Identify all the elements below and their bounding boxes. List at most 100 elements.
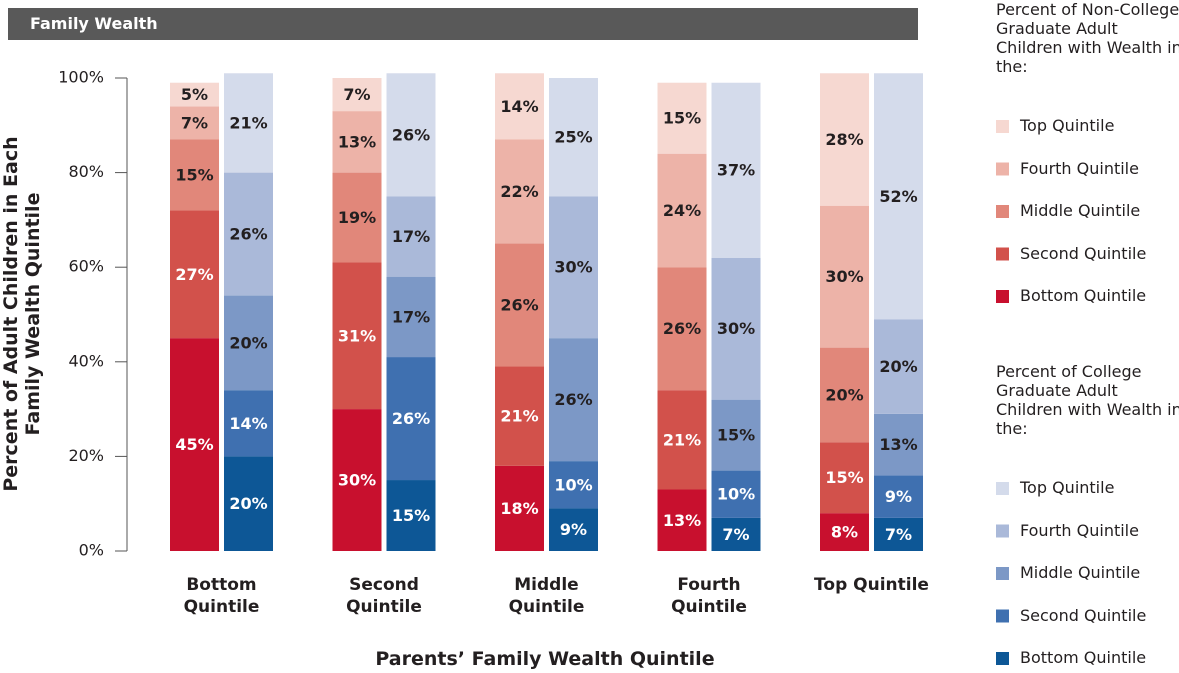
legend-label: Second Quintile [1020,605,1147,625]
value-label: 26% [500,296,538,315]
bar-segment [711,82,761,258]
title-bar [8,8,918,40]
value-label: 21% [663,430,701,449]
bar-segment [549,338,598,462]
bar-segment [711,470,761,518]
x-tick-label: Middle Quintile [508,575,585,617]
bar-segment [170,338,219,551]
bar-segment [170,210,219,339]
value-label: 30% [338,471,376,490]
legend-swatch [996,567,1009,580]
value-label: 10% [717,485,755,504]
legend-swatch [996,205,1009,218]
value-label: 30% [825,267,863,286]
bar-segment [657,489,707,551]
value-label: 25% [554,128,592,147]
legend-label: Fourth Quintile [1020,520,1139,540]
bar-segment [224,390,273,457]
value-label: 26% [229,225,267,244]
bar-segment [224,456,273,551]
value-label: 15% [825,468,863,487]
legend-swatch [996,609,1009,623]
value-label: 10% [554,475,592,494]
value-label: 13% [338,132,376,151]
bar-segment [495,366,544,466]
value-label: 30% [717,319,755,338]
bar-segment [224,295,273,391]
value-label: 15% [175,165,213,184]
value-label: 9% [885,487,912,506]
bar-segment [711,257,761,400]
legend-swatch [996,162,1009,176]
value-label: 26% [663,319,701,338]
x-tick-label: Bottom Quintile [183,575,260,617]
legend-label: Second Quintile [1020,243,1147,263]
y-tick-label: 60% [68,257,104,276]
bar-segment [386,357,436,481]
value-label: 21% [500,407,538,426]
value-label: 20% [879,357,917,376]
bar-segment [549,508,598,551]
chart-title: Family Wealth [30,14,158,33]
value-label: 15% [663,109,701,128]
bar-segment [170,106,219,140]
y-tick-label: 100% [58,68,104,87]
bar-segment [549,461,598,509]
value-label: 9% [560,520,587,539]
value-label: 21% [229,113,267,132]
value-label: 45% [175,435,213,454]
bar-segment [170,82,219,107]
value-label: 20% [229,494,267,513]
bar-segment [874,319,923,414]
legend-label: Bottom Quintile [1020,648,1147,667]
value-label: 19% [338,208,376,227]
bar-segment [386,480,436,551]
value-label: 26% [554,390,592,409]
bar-segment [549,196,598,339]
bar-segment [170,139,219,211]
value-label: 8% [831,523,858,542]
x-axis-label: Parents’ Family Wealth Quintile [375,648,715,670]
legend-swatch [996,120,1009,133]
value-label: 27% [175,265,213,284]
bar-segment [224,73,273,173]
bar-segment [874,475,923,518]
bar-segment [657,267,707,391]
bar-segment [657,390,707,490]
bar-segment [874,517,923,551]
bar-segment [332,78,382,112]
bar-segment [332,262,382,410]
bar-segment [820,73,869,206]
bar-segment [386,73,436,197]
legend-label: Top Quintile [1020,478,1115,497]
legend-title: Percent of Non-College Graduate Adult Ch… [996,0,1179,76]
value-label: 7% [343,85,370,104]
legend-swatch [996,524,1009,538]
bar-segment [711,517,761,551]
bar-segment [495,73,544,140]
bar-segment [874,73,923,320]
bar-segment [874,413,923,476]
value-label: 5% [181,85,208,104]
bar-segment [495,139,544,244]
bar-segment [495,465,544,551]
bar-segment [820,442,869,514]
bar-segment [224,172,273,296]
value-label: 26% [392,409,430,428]
bar-segment [332,111,382,173]
bar-segment [495,243,544,367]
y-tick-label: 0% [79,541,104,560]
y-tick-label: 40% [68,351,104,370]
x-tick-label: Top Quintile [814,575,929,595]
value-label: 14% [229,414,267,433]
value-label: 7% [181,113,208,132]
bar-segment [820,347,869,443]
legend-label: Middle Quintile [1020,563,1141,582]
value-label: 20% [825,385,863,404]
value-label: 17% [392,227,430,246]
bar-segment [657,153,707,268]
bar-segment [332,409,382,551]
bar-segment [386,196,436,277]
value-label: 15% [392,506,430,525]
value-label: 37% [717,161,755,180]
